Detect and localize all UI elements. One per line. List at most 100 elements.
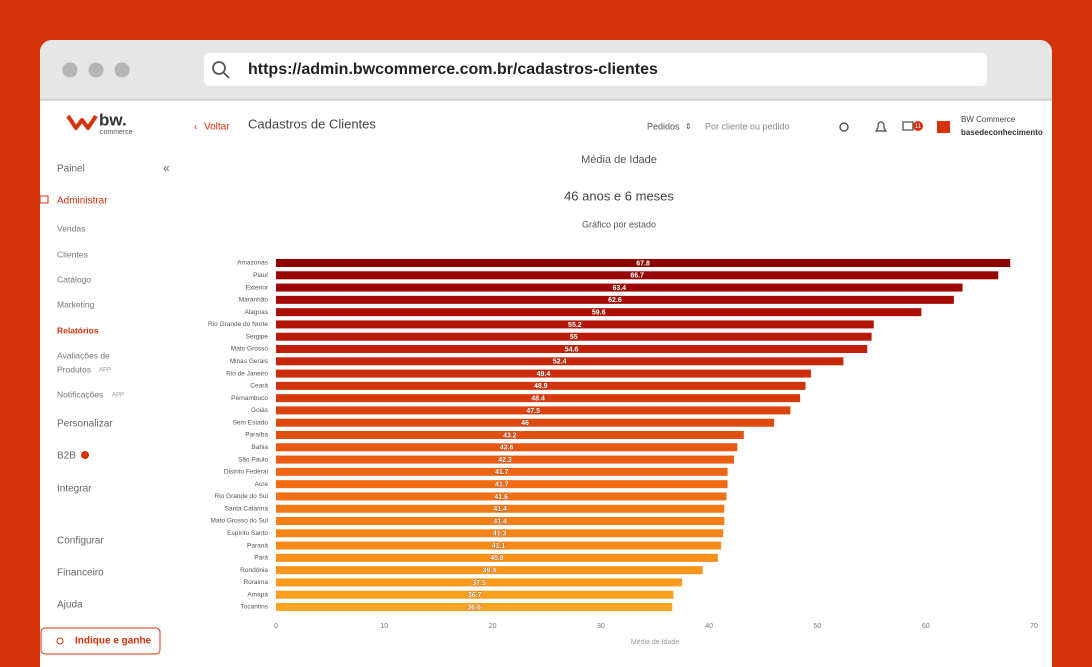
- search-icon: [212, 61, 226, 75]
- nav-item[interactable]: Painel: [57, 164, 85, 175]
- nav-subitem[interactable]: Avaliações de: [57, 350, 110, 360]
- x-tick-label: 70: [1030, 623, 1038, 630]
- bar: [276, 381, 806, 390]
- value-label: 49.4: [537, 371, 551, 378]
- value-label: 63.4: [612, 285, 626, 292]
- value-label: 36.6: [467, 604, 481, 611]
- y-tick-label: Espírito Santo: [227, 530, 268, 537]
- b2b-badge: [81, 451, 89, 459]
- refer-label: Indique e ganhe: [75, 636, 152, 647]
- x-tick-label: 40: [705, 623, 713, 630]
- y-tick-label: Roraima: [243, 579, 268, 586]
- refer-button[interactable]: [40, 627, 161, 655]
- x-axis-label: Média de Idade: [631, 639, 679, 646]
- url: https://admin.bwcommerce.com.br/cadastro…: [248, 61, 658, 78]
- value-label: 47.5: [526, 408, 540, 415]
- value-label: 66.7: [630, 273, 644, 280]
- page-title: Cadastros de Clientes: [248, 116, 376, 131]
- bar: [276, 295, 954, 304]
- collapse[interactable]: «: [163, 161, 170, 175]
- window-dot: [114, 62, 130, 78]
- value-label: 37.5: [472, 580, 486, 587]
- x-tick-label: 0: [274, 623, 278, 630]
- bar: [276, 455, 735, 464]
- value-label: 36.7: [468, 592, 482, 599]
- bar: [276, 603, 673, 611]
- badge: [913, 121, 923, 131]
- nav-item[interactable]: Personalizar: [57, 419, 113, 430]
- y-tick-label: Ceará: [250, 383, 268, 390]
- nav-subitem[interactable]: Vendas: [57, 223, 85, 233]
- value-label: 48.9: [534, 383, 548, 390]
- bar: [276, 529, 724, 538]
- bar: [276, 566, 703, 575]
- nav-subitem[interactable]: Clientes: [57, 249, 88, 259]
- share-icon: [56, 637, 64, 645]
- bar: [276, 406, 791, 415]
- y-tick-label: Rio Grande do Sul: [215, 493, 269, 500]
- logo: bw.: [99, 110, 127, 129]
- value-label: 39.4: [483, 567, 497, 574]
- y-tick-label: Santa Catarina: [225, 505, 269, 512]
- nav-subitem[interactable]: Marketing: [57, 299, 95, 309]
- nav-subitem[interactable]: Relatórios: [57, 325, 99, 335]
- y-tick-label: Mato Grosso do Sul: [211, 518, 269, 525]
- nav-item[interactable]: B2B: [57, 451, 76, 462]
- bar: [276, 480, 728, 489]
- y-tick-label: Rio Grande do Norte: [208, 321, 268, 328]
- value-label: 41.1: [492, 543, 506, 550]
- value-label: 52.4: [553, 359, 567, 366]
- value-label: 41.4: [493, 506, 507, 513]
- bar: [276, 283, 963, 292]
- y-tick-label: Pernambuco: [231, 395, 268, 402]
- nav-item[interactable]: Configurar: [57, 536, 104, 547]
- y-tick-label: Amazonas: [237, 260, 268, 267]
- nav-subitem[interactable]: Produtos: [57, 364, 91, 374]
- search-icon: [222, 71, 230, 79]
- window-dot: [88, 62, 104, 78]
- nav-item[interactable]: Ajuda: [57, 600, 83, 611]
- back-link[interactable]: Voltar: [204, 122, 230, 133]
- nav-subitem[interactable]: Notificações: [57, 389, 103, 399]
- y-tick-label: Alagoas: [245, 309, 269, 316]
- bell-icon[interactable]: [874, 121, 888, 132]
- bar: [276, 431, 744, 439]
- y-tick-label: Tocantins: [241, 604, 269, 611]
- url-bar[interactable]: [204, 53, 987, 86]
- bar: [276, 443, 738, 452]
- bar: [276, 320, 874, 329]
- bar: [276, 541, 722, 550]
- search-input[interactable]: Por cliente ou pedido: [705, 121, 790, 131]
- value-label: 55.2: [568, 322, 582, 329]
- bar: [276, 504, 725, 513]
- bar: [276, 517, 725, 525]
- x-tick-label: 60: [922, 623, 930, 630]
- store-icon[interactable]: [937, 121, 950, 133]
- y-tick-label: Rio de Janeiro: [226, 370, 268, 377]
- nav-subitem[interactable]: Catálogo: [57, 274, 91, 284]
- bar: [276, 578, 683, 587]
- nav-item[interactable]: Financeiro: [57, 568, 104, 579]
- filter-select[interactable]: Pedidos: [647, 121, 680, 131]
- x-tick-label: 30: [597, 623, 605, 630]
- logo-sub: commerce: [100, 129, 133, 136]
- value-label: 41.3: [493, 531, 507, 538]
- nav-item[interactable]: Integrar: [57, 484, 92, 495]
- y-tick-label: Goiás: [251, 407, 269, 414]
- nav-item[interactable]: Administrar: [57, 196, 108, 207]
- user-account: basedeconhecimento: [961, 128, 1043, 137]
- y-tick-label: Piauí: [253, 272, 268, 279]
- select-arrow: ⇕: [685, 122, 692, 131]
- y-tick-label: Bahia: [251, 444, 268, 451]
- value-label: 41.7: [495, 469, 509, 476]
- y-tick-label: Exterior: [246, 284, 269, 291]
- back-chevron: ‹: [194, 122, 197, 133]
- user-name: BW Commerce: [961, 115, 1016, 124]
- value-label: 67.8: [636, 260, 650, 267]
- y-tick-label: São Paulo: [238, 456, 268, 463]
- search-button[interactable]: [839, 122, 849, 132]
- bar: [276, 418, 775, 427]
- y-tick-label: Sem Estado: [233, 419, 269, 426]
